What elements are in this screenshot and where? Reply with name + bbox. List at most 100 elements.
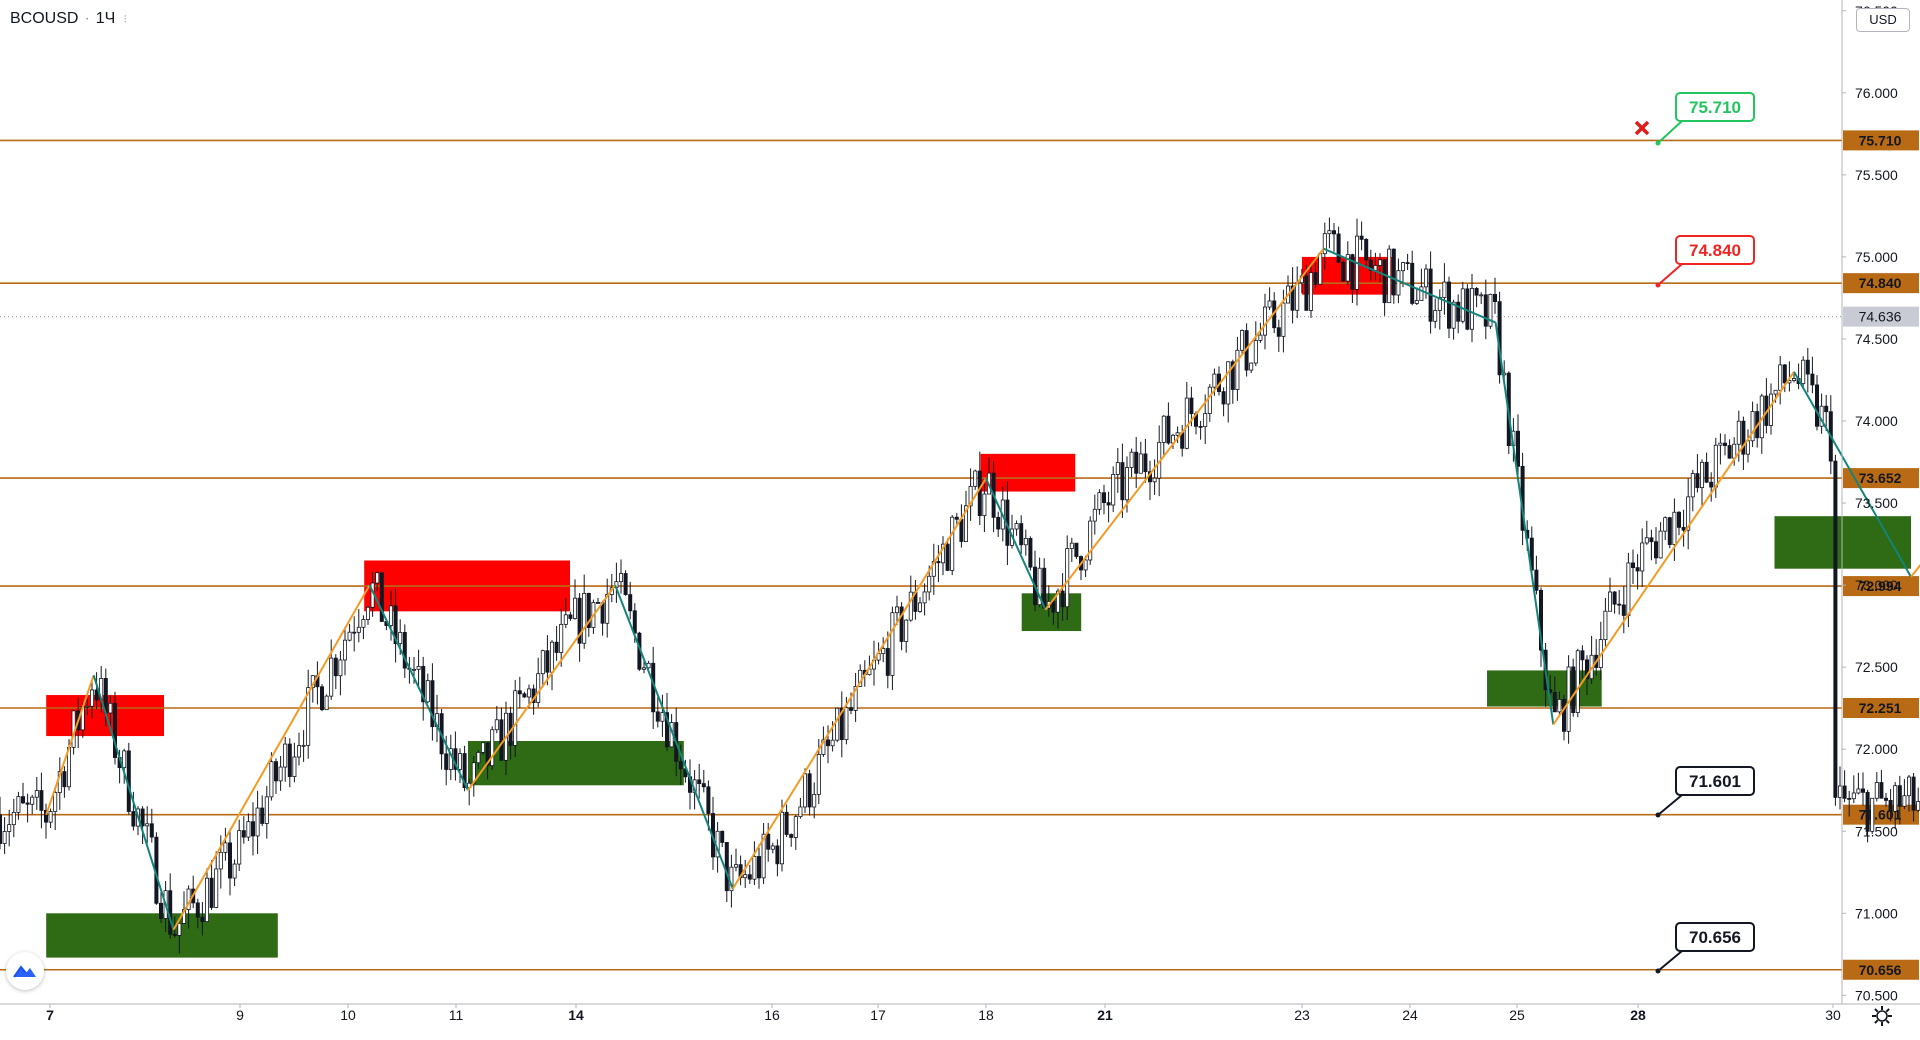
candle-body [485,742,490,767]
candle [1451,299,1456,340]
candle-body [1327,230,1332,235]
y-tick-label: 75.500 [1855,167,1898,183]
candle-body [490,729,495,767]
candle-body [761,833,766,879]
candle-body [968,485,973,507]
candle [1166,402,1171,445]
candle [996,511,1001,538]
demand-zone [1774,516,1911,569]
currency-button[interactable]: USD [1856,8,1910,32]
candle [1608,577,1613,612]
candle-body [1226,361,1231,405]
candle-body [904,619,909,642]
candle [1879,770,1884,799]
candle [430,663,435,741]
candle [853,672,858,722]
candle-body [1690,473,1695,498]
candle-body [973,470,978,487]
x-tick-label: 16 [764,1007,780,1023]
candle [1088,516,1093,565]
candle-body [204,877,209,923]
candle-body [1856,788,1861,794]
candle [945,538,950,571]
candle [586,592,591,637]
candle-body [1088,520,1093,561]
candle [1092,494,1097,535]
candle [1483,279,1488,340]
candle [237,819,242,871]
more-dots-icon[interactable]: ⁝ [123,12,128,26]
candle [278,756,283,791]
candle [766,822,771,862]
candle [582,574,587,649]
title-separator: · [84,10,90,27]
candle [250,802,255,856]
candle [85,699,90,715]
candle [1359,221,1364,251]
candle [734,848,739,872]
settings-gear-icon[interactable] [1870,1004,1894,1028]
candle-body [573,597,578,619]
candle [1263,293,1268,350]
candle-body [1626,562,1631,616]
y-tick-label: 74.000 [1855,413,1898,429]
candle [1060,573,1065,621]
candle [1235,336,1240,401]
tradingview-logo-icon[interactable] [6,952,44,990]
candle [301,730,306,762]
candle-body [1065,548,1070,608]
candle-body [1350,254,1355,290]
candle [1258,322,1263,343]
candle [1893,782,1898,830]
candle [1240,329,1245,356]
candle-body [1424,268,1429,288]
candle-body [1667,517,1672,545]
candle-body [1851,792,1856,800]
candle [333,654,338,690]
candle-body [365,606,370,620]
candle [1612,591,1617,614]
candle-body [513,690,518,746]
candle-body [941,543,946,564]
candle-body [430,680,435,728]
candle [545,635,550,686]
candle-body [734,864,739,868]
candle [1221,387,1226,417]
candle [1322,222,1327,270]
candle-body [839,707,844,741]
candle-body [982,493,987,517]
candle [425,673,430,704]
candle [1014,520,1019,536]
candle [1764,378,1769,434]
candle [660,694,665,737]
candle [1460,281,1465,324]
candle-body [1322,233,1327,255]
candle-body [333,657,338,677]
candle-body [1479,294,1484,297]
candle [793,814,798,850]
candle-body [1060,590,1065,608]
candle-body [1414,300,1419,304]
candle [1723,434,1728,456]
candle-body [1493,293,1498,303]
candle-body [338,659,343,677]
candle [895,595,900,625]
candle-body [296,745,301,758]
zigzag-down-leg [1793,371,1912,578]
candle [1557,691,1562,716]
stop-cross-icon [1634,120,1650,136]
candle [434,694,439,743]
candle-body [1332,230,1337,235]
candle-body [1138,453,1143,474]
candle-body [1433,310,1438,322]
price-callout: 75.710 [1655,92,1755,146]
candle-body [807,773,812,808]
candle-body [936,561,941,564]
candle-body [789,834,794,838]
candle [1911,772,1916,822]
callout-anchor [1655,282,1661,288]
candle [352,616,357,652]
callout-label: 70.656 [1689,928,1741,947]
candle [480,742,485,755]
